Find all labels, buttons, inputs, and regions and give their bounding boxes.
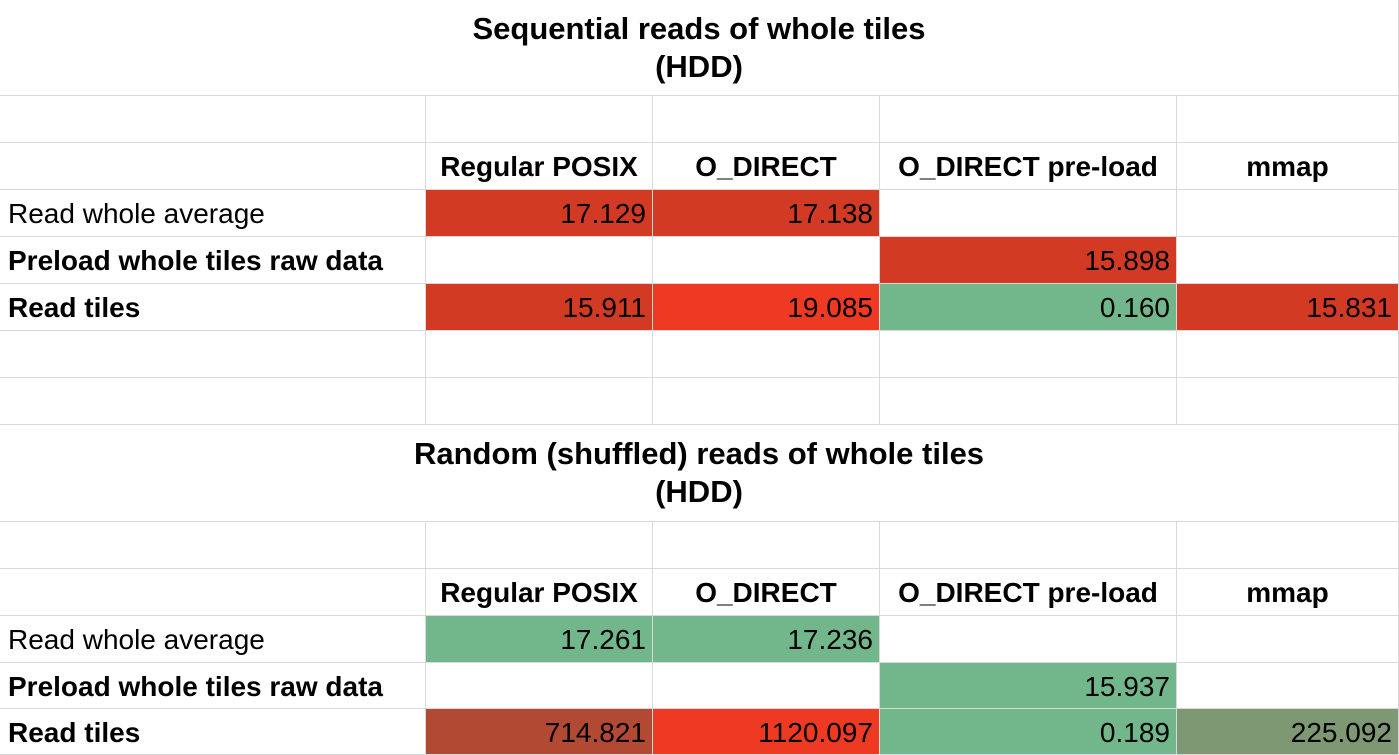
random-title-line2: (HDD)	[655, 474, 743, 509]
cell-value[interactable]: 15.911	[426, 284, 653, 331]
cell-empty[interactable]	[1177, 522, 1399, 569]
sequential-title-line2: (HDD)	[655, 49, 743, 84]
cell-empty[interactable]	[0, 96, 426, 143]
cell-empty[interactable]	[0, 522, 426, 569]
cell-empty[interactable]	[1177, 237, 1399, 284]
cell-empty[interactable]	[1177, 96, 1399, 143]
row-label-preload-whole-tiles[interactable]: Preload whole tiles raw data	[0, 237, 426, 284]
column-header-regular-posix[interactable]: Regular POSIX	[426, 569, 653, 616]
column-header-o-direct[interactable]: O_DIRECT	[653, 569, 880, 616]
cell-value[interactable]: 17.236	[653, 616, 880, 663]
column-header-o-direct-preload[interactable]: O_DIRECT pre-load	[880, 569, 1177, 616]
cell-empty[interactable]	[426, 663, 653, 709]
cell-value[interactable]: 0.160	[880, 284, 1177, 331]
cell-empty[interactable]	[1177, 378, 1399, 425]
cell-empty[interactable]	[880, 522, 1177, 569]
row-label-read-tiles[interactable]: Read tiles	[0, 284, 426, 331]
column-header-mmap[interactable]: mmap	[1177, 569, 1399, 616]
cell-empty[interactable]	[880, 96, 1177, 143]
cell-value[interactable]: 1120.097	[653, 709, 880, 755]
random-title-line1: Random (shuffled) reads of whole tiles	[413, 436, 985, 471]
column-header-mmap[interactable]: mmap	[1177, 143, 1399, 190]
cell-empty[interactable]	[1177, 663, 1399, 709]
cell-value[interactable]: 225.092	[1177, 709, 1399, 755]
cell-empty[interactable]	[0, 143, 426, 190]
cell-empty[interactable]	[653, 331, 880, 378]
cell-value[interactable]: 15.831	[1177, 284, 1399, 331]
cell-empty[interactable]	[426, 237, 653, 284]
column-header-o-direct[interactable]: O_DIRECT	[653, 143, 880, 190]
column-header-regular-posix[interactable]: Regular POSIX	[426, 143, 653, 190]
row-label-preload-whole-tiles[interactable]: Preload whole tiles raw data	[0, 663, 426, 709]
cell-empty[interactable]	[0, 569, 426, 616]
cell-empty[interactable]	[880, 331, 1177, 378]
cell-empty[interactable]	[653, 237, 880, 284]
cell-empty[interactable]	[1177, 331, 1399, 378]
row-label-read-whole-average[interactable]: Read whole average	[0, 190, 426, 237]
cell-empty[interactable]	[426, 96, 653, 143]
cell-empty[interactable]	[1177, 190, 1399, 237]
cell-value[interactable]: 15.937	[880, 663, 1177, 709]
row-label-read-whole-average[interactable]: Read whole average	[0, 616, 426, 663]
cell-empty[interactable]	[426, 378, 653, 425]
cell-empty[interactable]	[880, 190, 1177, 237]
cell-value[interactable]: 17.129	[426, 190, 653, 237]
cell-empty[interactable]	[653, 522, 880, 569]
cell-empty[interactable]	[653, 378, 880, 425]
cell-value[interactable]: 15.898	[880, 237, 1177, 284]
cell-empty[interactable]	[653, 663, 880, 709]
cell-value[interactable]: 0.189	[880, 709, 1177, 755]
column-header-o-direct-preload[interactable]: O_DIRECT pre-load	[880, 143, 1177, 190]
cell-empty[interactable]	[426, 331, 653, 378]
cell-empty[interactable]	[0, 378, 426, 425]
sequential-title-line1: Sequential reads of whole tiles	[472, 11, 926, 46]
cell-empty[interactable]	[880, 378, 1177, 425]
cell-value[interactable]: 19.085	[653, 284, 880, 331]
cell-empty[interactable]	[653, 96, 880, 143]
random-title[interactable]: Random (shuffled) reads of whole tiles (…	[0, 425, 1399, 522]
row-label-read-tiles[interactable]: Read tiles	[0, 709, 426, 755]
cell-value[interactable]: 714.821	[426, 709, 653, 755]
cell-empty[interactable]	[1177, 616, 1399, 663]
sequential-title[interactable]: Sequential reads of whole tiles (HDD)	[0, 0, 1399, 96]
cell-empty[interactable]	[426, 522, 653, 569]
cell-value[interactable]: 17.261	[426, 616, 653, 663]
cell-value[interactable]: 17.138	[653, 190, 880, 237]
cell-empty[interactable]	[880, 616, 1177, 663]
cell-empty[interactable]	[0, 331, 426, 378]
